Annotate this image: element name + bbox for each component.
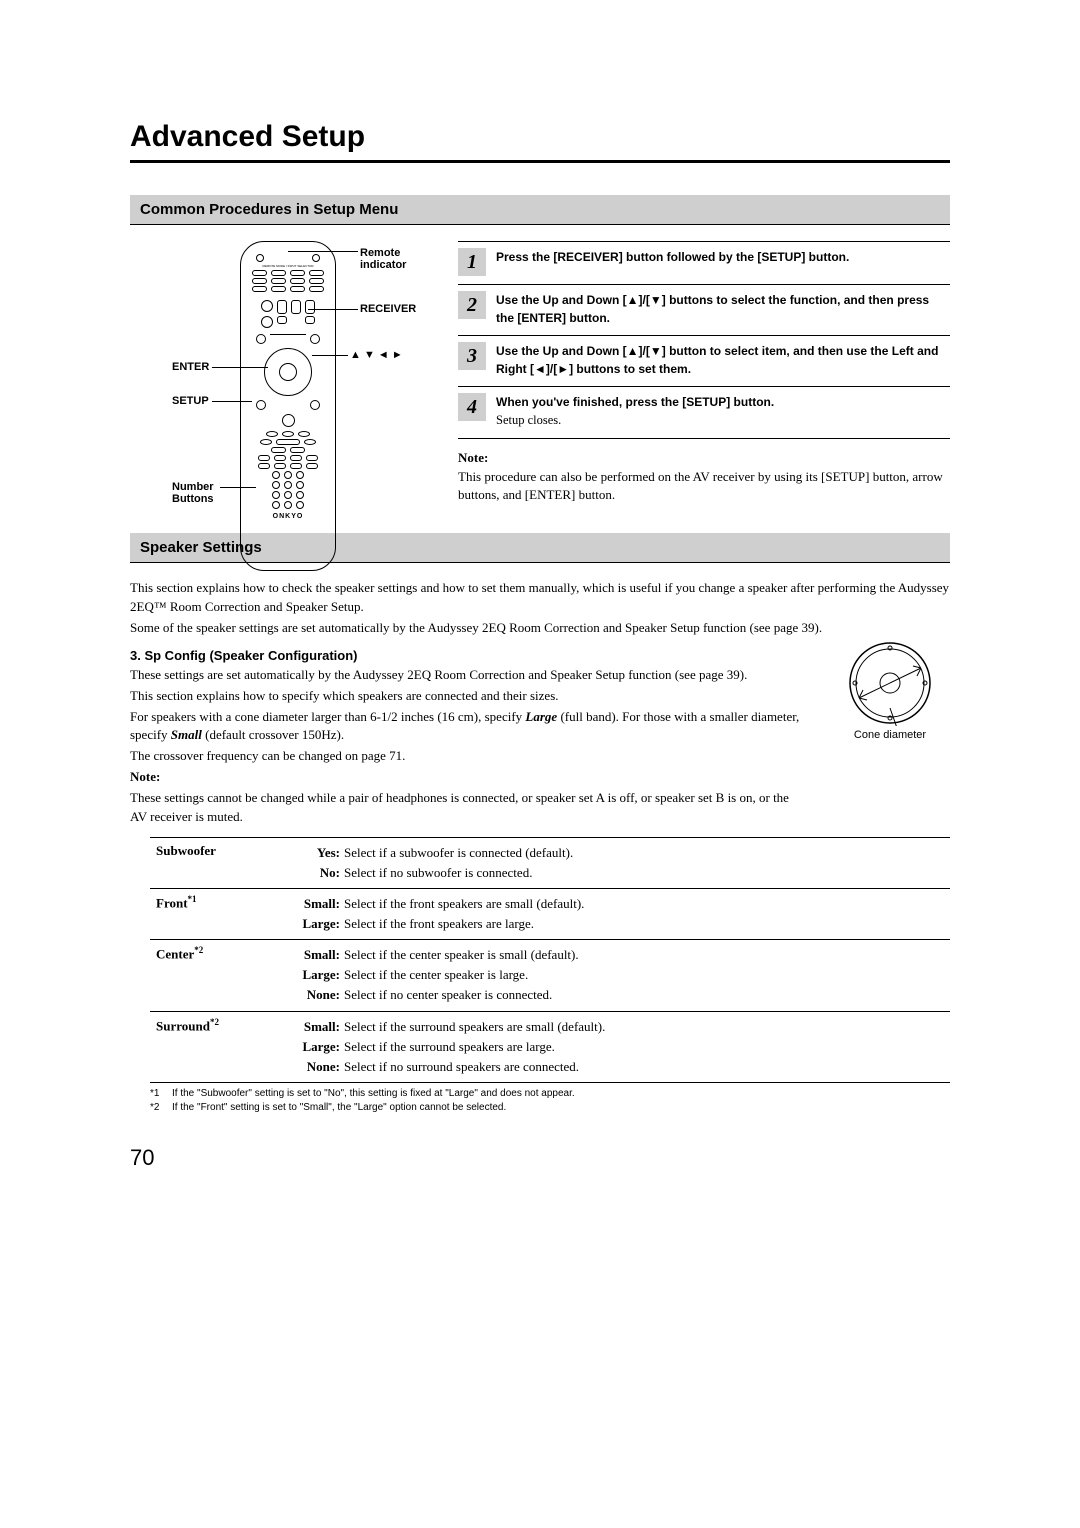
spconfig-p3: For speakers with a cone diameter larger… <box>130 708 806 746</box>
step-number: 3 <box>458 342 486 370</box>
footnote: *1If the "Subwoofer" setting is set to "… <box>150 1087 950 1101</box>
label-receiver: RECEIVER <box>360 303 416 315</box>
spconfig-p4: The crossover frequency can be changed o… <box>130 747 806 766</box>
spconfig-p2: This section explains how to specify whi… <box>130 687 806 706</box>
label-remote-indicator: Remote indicator <box>360 247 420 271</box>
step-number: 2 <box>458 291 486 319</box>
table-row: Surround*2Small:Select if the surround s… <box>150 1011 950 1082</box>
remote-outline: REMOTE MODE / INPUT SELECTOR <box>240 241 336 571</box>
page-title: Advanced Setup <box>130 120 950 163</box>
cone-caption: Cone diameter <box>830 729 950 741</box>
settings-table: SubwooferYes:Select if a subwoofer is co… <box>150 837 950 1083</box>
spconfig-p1: These settings are set automatically by … <box>130 666 806 685</box>
step-text: Use the Up and Down [▲]/[▼] button to se… <box>496 342 950 378</box>
remote-diagram: REMOTE MODE / INPUT SELECTOR <box>130 241 430 505</box>
speaker-intro-2: Some of the speaker settings are set aut… <box>130 619 950 638</box>
label-enter: ENTER <box>172 361 209 373</box>
step-number: 4 <box>458 393 486 421</box>
footnote: *2If the "Front" setting is set to "Smal… <box>150 1101 950 1115</box>
step-number: 1 <box>458 248 486 276</box>
table-row: Front*1Small:Select if the front speaker… <box>150 888 950 939</box>
spconfig-note-text: These settings cannot be changed while a… <box>130 789 806 827</box>
step-item: 4 When you've finished, press the [SETUP… <box>458 387 950 439</box>
label-arrows: ▲ ▼ ◄ ► <box>350 349 403 361</box>
note-label: Note: <box>458 449 950 468</box>
step-item: 1 Press the [RECEIVER] button followed b… <box>458 241 950 285</box>
speaker-cone-icon <box>847 640 933 726</box>
brand-label: ONKYO <box>273 513 304 520</box>
steps-list: 1 Press the [RECEIVER] button followed b… <box>458 241 950 505</box>
step-item: 2 Use the Up and Down [▲]/[▼] buttons to… <box>458 285 950 336</box>
spconfig-note-label: Note: <box>130 769 160 784</box>
step-text: When you've finished, press the [SETUP] … <box>496 393 774 430</box>
label-setup: SETUP <box>172 395 209 407</box>
table-row: Center*2Small:Select if the center speak… <box>150 940 950 1011</box>
section-common-procedures: Common Procedures in Setup Menu <box>130 195 950 225</box>
step-text: Use the Up and Down [▲]/[▼] buttons to s… <box>496 291 950 327</box>
table-row: SubwooferYes:Select if a subwoofer is co… <box>150 837 950 888</box>
step-text: Press the [RECEIVER] button followed by … <box>496 248 849 276</box>
step-item: 3 Use the Up and Down [▲]/[▼] button to … <box>458 336 950 387</box>
page-number: 70 <box>130 1145 950 1171</box>
speaker-intro-1: This section explains how to check the s… <box>130 579 950 617</box>
spconfig-heading: 3. Sp Config (Speaker Configuration) <box>130 648 806 663</box>
footnotes: *1If the "Subwoofer" setting is set to "… <box>150 1087 950 1115</box>
note-text: This procedure can also be performed on … <box>458 469 943 503</box>
label-number-buttons: Number Buttons <box>172 481 232 505</box>
